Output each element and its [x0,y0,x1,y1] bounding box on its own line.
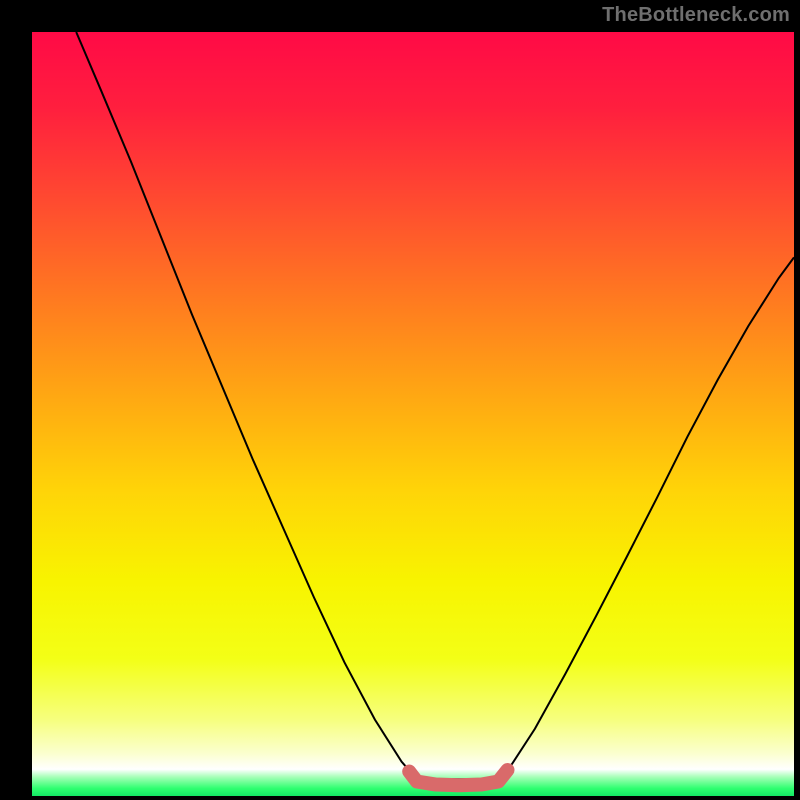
bottleneck-chart [0,0,800,800]
watermark-text: TheBottleneck.com [602,4,790,27]
plot-background [32,32,794,796]
chart-container: TheBottleneck.com [0,0,800,800]
